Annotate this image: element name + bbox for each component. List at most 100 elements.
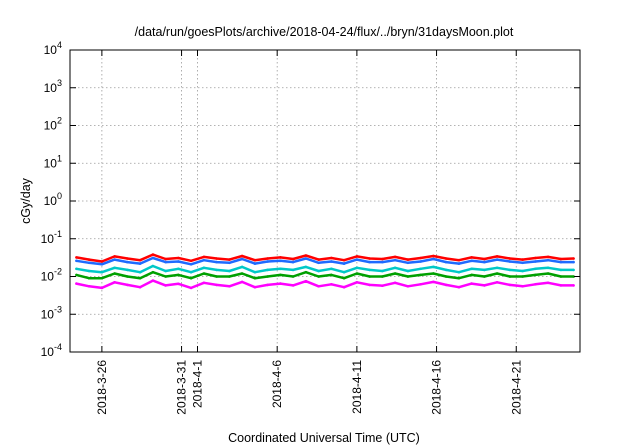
series-point <box>291 284 295 287</box>
series-point <box>330 267 333 271</box>
series-point <box>368 283 371 287</box>
series-point <box>87 258 91 261</box>
series-point <box>100 270 104 274</box>
series-point <box>138 262 142 265</box>
series-point <box>419 283 422 286</box>
series-point <box>419 256 422 260</box>
series-point <box>342 262 346 265</box>
series-point <box>317 261 320 265</box>
series-point <box>138 285 142 289</box>
series-point <box>419 267 422 271</box>
series-point <box>87 285 91 288</box>
series-point <box>202 266 206 270</box>
series-layer <box>75 253 575 290</box>
series-point <box>304 257 308 260</box>
series-point <box>355 281 359 284</box>
y-tick-label: 10-3 <box>41 304 62 321</box>
series-point <box>240 280 244 284</box>
series-point <box>330 260 333 263</box>
series-point <box>279 273 282 277</box>
series-point <box>495 258 499 261</box>
series-point <box>75 273 78 277</box>
series-point <box>368 260 371 264</box>
series-point <box>215 257 218 260</box>
series-point <box>279 256 282 259</box>
series-point <box>444 268 448 272</box>
series-point <box>355 272 359 275</box>
series-point <box>508 275 512 278</box>
series-point <box>355 255 359 258</box>
series-line <box>76 264 574 274</box>
series-point <box>189 263 193 266</box>
series-point <box>151 270 155 274</box>
series-point <box>253 285 257 289</box>
y-tick-label: 10-1 <box>41 229 62 246</box>
series-line <box>76 253 574 263</box>
y-axis: 10-4 10-3 10-2 10-1 100 101 102 103 104 <box>41 40 580 359</box>
y-axis-label: cGy/day <box>19 177 33 224</box>
series-point <box>444 260 448 264</box>
series-point <box>266 283 269 287</box>
x-tick-label: 2018-3-31 <box>175 360 189 415</box>
series-point <box>202 255 206 259</box>
series-point <box>534 267 537 271</box>
series-point <box>202 272 206 275</box>
series-point <box>381 260 384 264</box>
series-point <box>406 269 410 273</box>
series-point <box>304 254 308 257</box>
series-point <box>330 273 333 277</box>
series-point <box>266 257 269 260</box>
series-point <box>291 260 295 264</box>
y-tick-label: 103 <box>44 78 62 95</box>
series-point <box>126 275 129 278</box>
series-point <box>342 258 346 262</box>
series-point <box>253 258 257 262</box>
series-point <box>126 268 129 272</box>
series-point <box>177 260 180 263</box>
series-point <box>470 256 473 259</box>
series-point <box>291 257 295 261</box>
series-point <box>572 260 575 264</box>
x-tick-label: 2018-4-16 <box>430 360 444 415</box>
series-point <box>291 268 295 272</box>
series-point <box>228 258 231 261</box>
series-point <box>559 257 563 261</box>
series-point <box>457 285 461 289</box>
series-point <box>215 268 218 272</box>
series-point <box>559 275 563 278</box>
series-point <box>113 255 116 258</box>
series-point <box>126 257 129 260</box>
series-point <box>508 283 512 287</box>
x-tick-label: 2018-3-26 <box>95 360 109 415</box>
series-point <box>126 260 129 264</box>
series-point <box>317 269 320 273</box>
chart-title: /data/run/goesPlots/archive/2018-04-24/f… <box>135 25 514 39</box>
x-tick-label: 2018-4-11 <box>350 360 364 414</box>
series-point <box>521 269 524 273</box>
series-point <box>444 283 448 287</box>
series-point <box>393 281 397 285</box>
grid <box>70 50 580 352</box>
series-point <box>75 282 78 285</box>
series-point <box>572 257 575 260</box>
series-point <box>164 257 167 261</box>
series-point <box>87 269 91 273</box>
series-point <box>559 260 563 264</box>
series-point <box>126 283 129 287</box>
series-point <box>215 283 218 287</box>
series-point <box>381 284 384 288</box>
series-point <box>534 283 537 286</box>
series-point <box>483 260 486 264</box>
series-point <box>177 273 180 277</box>
series-point <box>444 257 448 260</box>
series-point <box>330 256 333 260</box>
series-point <box>113 258 116 261</box>
series-point <box>164 269 167 273</box>
series-point <box>393 266 397 270</box>
series-point <box>406 261 410 265</box>
series-point <box>189 276 193 280</box>
x-axis-label: Coordinated Universal Time (UTC) <box>228 431 420 445</box>
series-point <box>457 258 461 262</box>
series-point <box>75 256 78 259</box>
series-point <box>164 275 167 278</box>
